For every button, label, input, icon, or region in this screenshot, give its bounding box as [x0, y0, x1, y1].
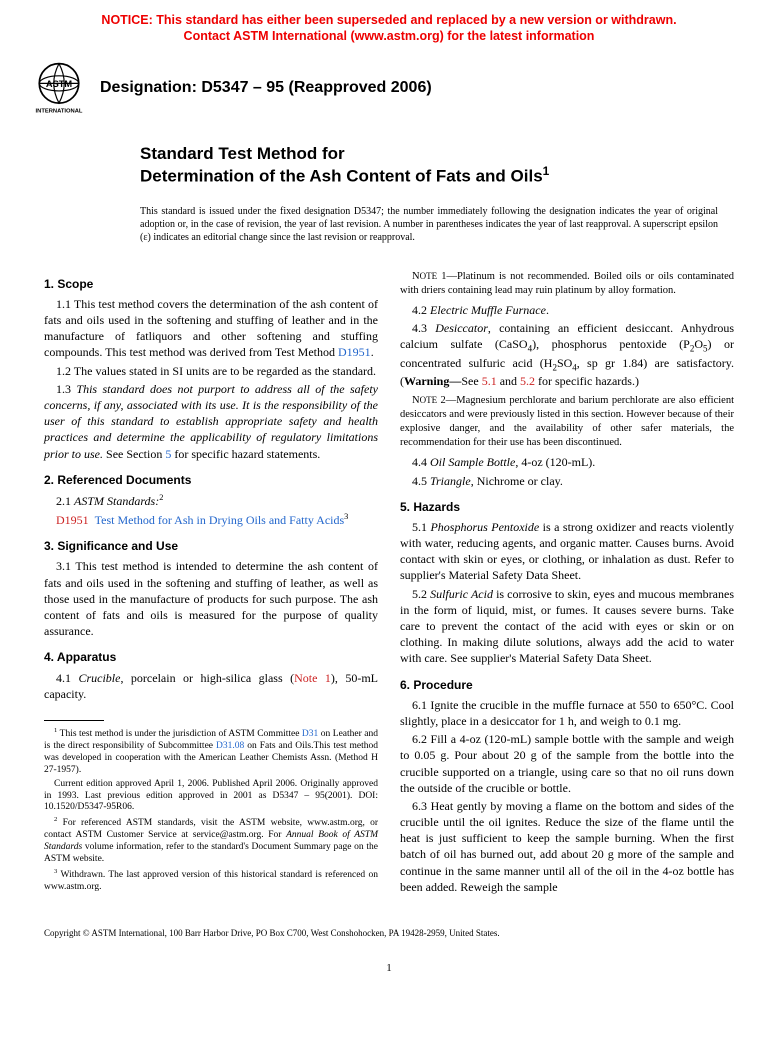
para-1-1: 1.1 This test method covers the determin… — [44, 296, 378, 361]
svg-text:INTERNATIONAL: INTERNATIONAL — [36, 108, 83, 114]
para-5-1: 5.1 Phosphorus Pentoxide is a strong oxi… — [400, 519, 734, 584]
para-1-2: 1.2 The values stated in SI units are to… — [44, 363, 378, 379]
footnote-1: 1 This test method is under the jurisdic… — [44, 727, 378, 777]
ref3sup: 3 — [344, 512, 348, 521]
p52a: 5.2 — [412, 587, 430, 601]
title-sup: 1 — [543, 164, 550, 178]
astm-logo: ASTM INTERNATIONAL — [30, 59, 88, 117]
issuance-note: This standard is issued under the fixed … — [0, 193, 778, 262]
para-4-2: 4.2 Electric Muffle Furnace. — [400, 302, 734, 318]
designation: Designation: D5347 – 95 (Reapproved 2006… — [100, 77, 432, 99]
header-row: ASTM INTERNATIONAL Designation: D5347 – … — [0, 51, 778, 121]
link-testmethod[interactable]: Test Method for Ash in Drying Oils and F… — [95, 513, 344, 527]
f1a: This test method is under the jurisdicti… — [57, 729, 302, 739]
left-column: 1. Scope 1.1 This test method covers the… — [44, 266, 378, 897]
title-main: Determination of the Ash Content of Fats… — [140, 164, 718, 187]
notice-line1: NOTICE: This standard has either been su… — [101, 13, 676, 27]
p13a: 1.3 — [56, 382, 76, 396]
para-3-1: 3.1 This test method is intended to dete… — [44, 558, 378, 639]
p43i: Desiccator — [435, 321, 488, 335]
note-2: NOTE 2—Magnesium perchlorate and barium … — [400, 394, 734, 451]
p13b: See Section — [103, 447, 165, 461]
p43a: 4.3 — [412, 321, 435, 335]
p51a: 5.1 — [412, 520, 430, 534]
copyright: Copyright © ASTM International, 100 Barr… — [0, 897, 778, 947]
para-5-2: 5.2 Sulfuric Acid is corrosive to skin, … — [400, 586, 734, 667]
p51i: Phosphorus Pentoxide — [430, 520, 539, 534]
p21i: ASTM Standards: — [74, 494, 159, 508]
f2b: volume information, refer to the standar… — [44, 842, 378, 864]
notice-line2: Contact ASTM International (www.astm.org… — [184, 29, 595, 43]
section-3-head: 3. Significance and Use — [44, 538, 378, 554]
footnote-1b: Current edition approved April 1, 2006. … — [44, 779, 378, 815]
p43c: ), phosphorus pentoxide (P — [532, 337, 690, 351]
p52i: Sulfuric Acid — [430, 587, 493, 601]
para-4-4: 4.4 Oil Sample Bottle, 4-oz (120-mL). — [400, 454, 734, 470]
p11a: 1.1 This test method covers the determin… — [44, 297, 378, 360]
right-column: NOTE 1—Platinum is not recommended. Boil… — [400, 266, 734, 897]
para-6-1: 6.1 Ignite the crucible in the muffle fu… — [400, 697, 734, 729]
para-2-1: 2.1 ASTM Standards:2 — [44, 492, 378, 509]
note-1: NOTE 1—Platinum is not recommended. Boil… — [400, 270, 734, 298]
p21a: 2.1 — [56, 494, 74, 508]
p45b: , Nichrome or clay. — [471, 474, 563, 488]
svg-text:ASTM: ASTM — [46, 78, 73, 88]
para-4-5: 4.5 Triangle, Nichrome or clay. — [400, 473, 734, 489]
section-4-head: 4. Apparatus — [44, 649, 378, 665]
section-1-head: 1. Scope — [44, 276, 378, 292]
p42i: Electric Muffle Furnace — [430, 303, 546, 317]
p44b: , 4-oz (120-mL). — [515, 455, 595, 469]
p41b: , porcelain or high-silica glass ( — [120, 671, 294, 685]
p11b: . — [371, 345, 374, 359]
p43warn: Warning— — [404, 374, 461, 388]
title-lead: Standard Test Method for — [140, 143, 718, 164]
footnote-2: 2 For referenced ASTM standards, visit t… — [44, 816, 378, 866]
p41a: 4.1 — [56, 671, 78, 685]
para-4-3: 4.3 Desiccator, containing an efficient … — [400, 320, 734, 389]
title-main-text: Determination of the Ash Content of Fats… — [140, 166, 543, 185]
n2c: 2—Magnesium perchlorate and barium perch… — [400, 395, 734, 449]
redlink-d1951[interactable]: D1951 — [56, 513, 89, 527]
n2b: OTE — [420, 395, 438, 405]
para-6-3: 6.3 Heat gently by moving a flame on the… — [400, 798, 734, 895]
footnote-rule — [44, 720, 104, 721]
page-number: 1 — [0, 947, 778, 992]
n2a: N — [412, 395, 420, 406]
p43j: and — [497, 374, 520, 388]
columns: 1. Scope 1.1 This test method covers the… — [0, 262, 778, 897]
p45i: Triangle — [430, 474, 471, 488]
p44a: 4.4 — [412, 455, 430, 469]
link-d3108[interactable]: D31.08 — [216, 741, 244, 751]
p44i: Oil Sample Bottle — [430, 455, 515, 469]
section-5-head: 5. Hazards — [400, 499, 734, 515]
link-note1[interactable]: Note 1 — [294, 671, 331, 685]
link-51[interactable]: 5.1 — [482, 374, 497, 388]
title-block: Standard Test Method for Determination o… — [0, 121, 778, 193]
n1c: 1—Platinum is not recommended. Boiled oi… — [400, 271, 734, 296]
para-1-3: 1.3 This standard does not purport to ad… — [44, 381, 378, 462]
p45a: 4.5 — [412, 474, 430, 488]
p41i: Crucible — [78, 671, 120, 685]
n1b: OTE — [420, 271, 438, 281]
link-52[interactable]: 5.2 — [520, 374, 535, 388]
section-6-head: 6. Procedure — [400, 677, 734, 693]
p43k: for specific hazards.) — [535, 374, 639, 388]
p43f: SO — [557, 356, 572, 370]
para-6-2: 6.2 Fill a 4-oz (120-mL) sample bottle w… — [400, 731, 734, 796]
p43d: O — [694, 337, 703, 351]
p43h: See — [461, 374, 481, 388]
p42b: . — [546, 303, 549, 317]
link-d31[interactable]: D31 — [302, 729, 318, 739]
f3: Withdrawn. The last approved version of … — [44, 870, 378, 892]
p42a: 4.2 — [412, 303, 430, 317]
section-2-head: 2. Referenced Documents — [44, 472, 378, 488]
n1a: N — [412, 271, 420, 282]
p13c: for specific hazard statements. — [171, 447, 320, 461]
para-4-1: 4.1 Crucible, porcelain or high-silica g… — [44, 670, 378, 702]
p21sup: 2 — [159, 493, 163, 502]
link-d1951[interactable]: D1951 — [338, 345, 371, 359]
notice-banner: NOTICE: This standard has either been su… — [0, 0, 778, 51]
ref-d1951: D1951 Test Method for Ash in Drying Oils… — [44, 511, 378, 528]
footnote-3: 3 Withdrawn. The last approved version o… — [44, 868, 378, 894]
